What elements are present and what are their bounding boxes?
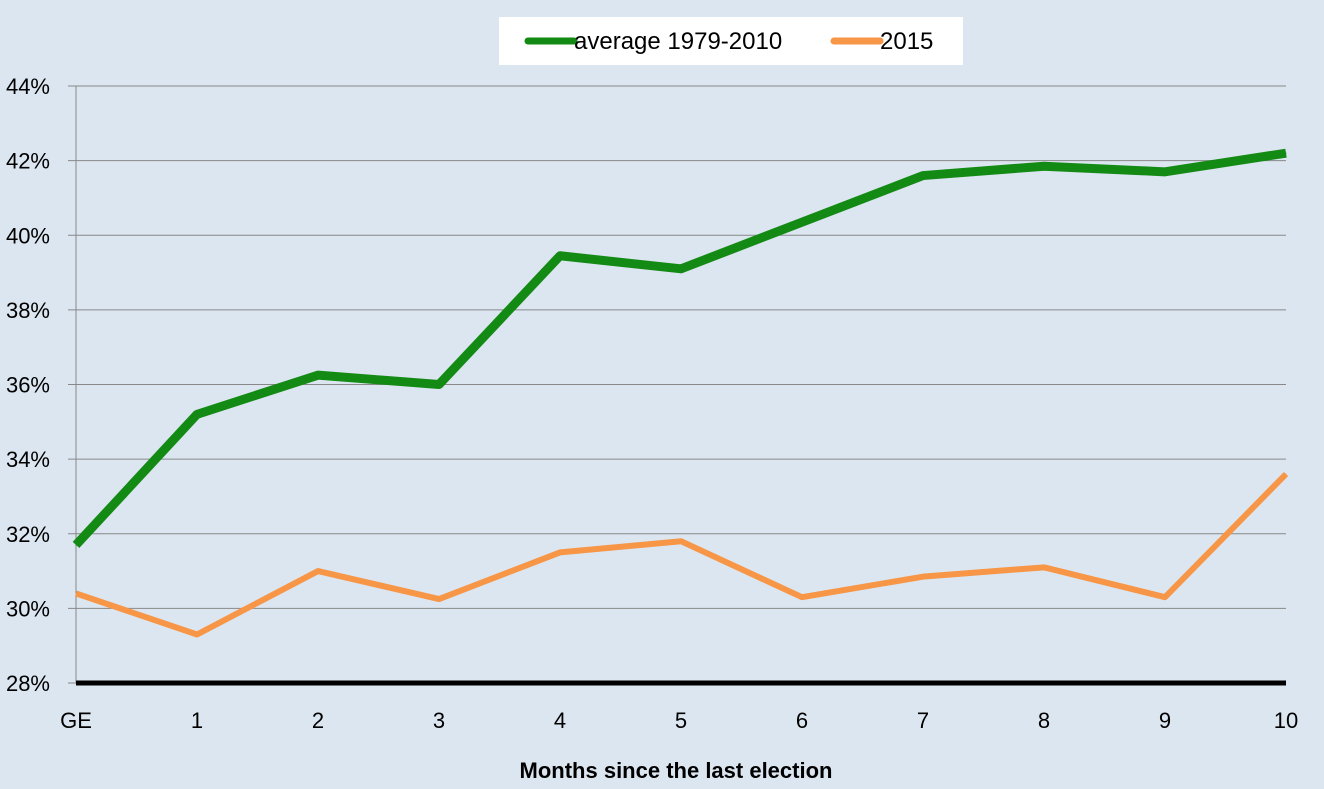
y-tick-label: 34%	[6, 447, 50, 472]
x-tick-label: 7	[917, 708, 929, 733]
data-point	[438, 598, 440, 600]
y-tick-label: 42%	[6, 149, 50, 174]
x-tick-label: 3	[433, 708, 445, 733]
gridlines	[68, 85, 1286, 686]
data-point	[1164, 171, 1166, 173]
data-point	[75, 592, 77, 594]
data-point	[1164, 596, 1166, 598]
x-axis-tick-labels: GE 1 2 3 4 5 6 7 8 9 10	[60, 708, 1298, 733]
data-point	[922, 576, 924, 578]
data-point	[1285, 473, 1287, 475]
data-point	[559, 255, 561, 257]
x-tick-label: 2	[312, 708, 324, 733]
x-tick-label: 5	[675, 708, 687, 733]
x-tick-label: 4	[554, 708, 566, 733]
y-tick-label: 32%	[6, 522, 50, 547]
y-tick-label: 44%	[6, 74, 50, 99]
legend-label-average: average 1979-2010	[574, 28, 782, 55]
data-point	[801, 221, 803, 223]
y-tick-label: 30%	[6, 596, 50, 621]
data-point	[317, 374, 319, 376]
series-lines	[72, 148, 1289, 638]
data-point	[1043, 165, 1045, 167]
data-point	[680, 540, 682, 542]
y-tick-label: 38%	[6, 298, 50, 323]
x-axis-title: Months since the last election	[520, 758, 833, 783]
x-tick-label: 9	[1159, 708, 1171, 733]
data-point	[922, 175, 924, 177]
data-point	[559, 551, 561, 553]
y-tick-label: 36%	[6, 373, 50, 398]
data-point	[196, 413, 198, 415]
y-tick-label: 28%	[6, 671, 50, 696]
x-tick-label: 8	[1038, 708, 1050, 733]
data-point	[1285, 152, 1287, 154]
x-tick-label: GE	[60, 708, 92, 733]
x-tick-label: 6	[796, 708, 808, 733]
y-axis-tick-labels: 28% 30% 32% 34% 36% 38% 40% 42% 44%	[6, 74, 50, 696]
y-tick-label: 40%	[6, 223, 50, 248]
data-point	[75, 544, 77, 546]
x-tick-label: 10	[1274, 708, 1298, 733]
data-point	[680, 268, 682, 270]
data-point	[801, 596, 803, 598]
x-tick-label: 1	[191, 708, 203, 733]
data-point	[317, 570, 319, 572]
data-point	[438, 384, 440, 385]
legend-label-2015: 2015	[880, 28, 933, 55]
data-point	[1043, 566, 1045, 568]
data-point	[196, 633, 198, 635]
legend: average 1979-2010 2015	[499, 17, 963, 65]
